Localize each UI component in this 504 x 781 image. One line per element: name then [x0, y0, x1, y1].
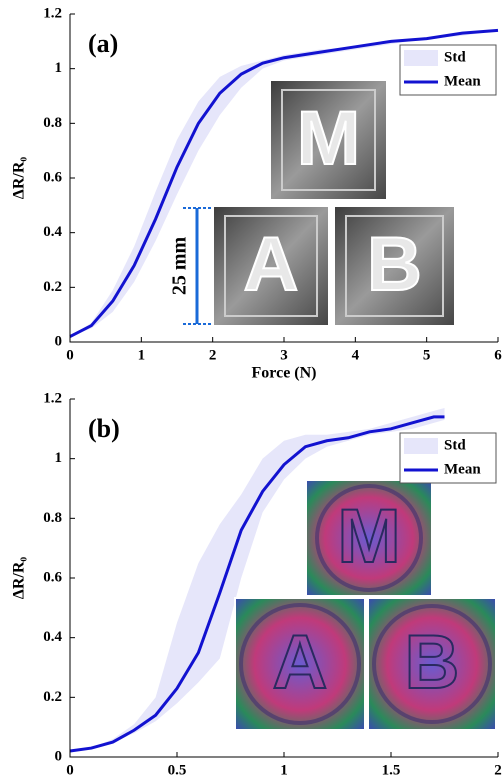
- y-tick-label: 1: [55, 60, 63, 76]
- panel-label: (b): [88, 414, 120, 443]
- x-tick-label: 5: [423, 347, 431, 363]
- x-tick-label: 4: [352, 347, 360, 363]
- mean-line: [69, 415, 445, 753]
- inset-photo: [305, 479, 433, 597]
- y-axis-label: ΔR/R₀: [11, 157, 28, 200]
- y-tick-label: 0.6: [43, 169, 62, 185]
- x-tick-label: 1.5: [382, 762, 401, 778]
- legend-swatch: [404, 438, 438, 454]
- legend-swatch: [404, 50, 438, 66]
- x-axis-label: Δh (mm): [254, 780, 314, 781]
- inset-photo: [234, 597, 366, 731]
- x-tick-label: 1: [280, 762, 288, 778]
- legend-label: Mean: [444, 461, 481, 477]
- y-tick-label: 1.2: [43, 5, 62, 21]
- inset-disk: [372, 604, 492, 724]
- inset-tile: [224, 215, 318, 317]
- std-band: [70, 407, 445, 752]
- y-axis-label: ΔR/R₀: [11, 557, 28, 600]
- legend-label: Mean: [444, 73, 481, 89]
- y-tick-label: 0.4: [43, 629, 62, 645]
- std-band: [70, 30, 498, 337]
- inset-photo: [367, 597, 497, 731]
- inset-letter: A: [244, 222, 299, 307]
- y-tick-label: 1: [55, 450, 63, 466]
- x-tick-label: 0: [66, 762, 74, 778]
- inset-letter: A: [273, 620, 328, 705]
- y-tick-label: 1.2: [43, 390, 62, 406]
- mean-line: [69, 28, 499, 338]
- x-tick-label: 0.5: [168, 762, 187, 778]
- x-tick-label: 1: [138, 347, 146, 363]
- y-tick-label: 0.2: [43, 689, 62, 705]
- legend-label: Std: [444, 437, 466, 453]
- x-tick-label: 3: [280, 347, 288, 363]
- inset-disk: [239, 603, 361, 725]
- inset-letter: M: [297, 96, 360, 181]
- y-tick-label: 0.2: [43, 279, 62, 295]
- y-tick-label: 0.6: [43, 569, 62, 585]
- inset-letter: M: [337, 494, 400, 579]
- x-tick-label: 2: [494, 762, 502, 778]
- inset-photo: [212, 205, 330, 327]
- inset-letter: B: [367, 222, 422, 307]
- inset-letter: B: [405, 620, 460, 705]
- panel-label: (a): [88, 29, 118, 58]
- inset-photo: [333, 205, 456, 327]
- inset-photo: [269, 79, 388, 201]
- inset-disk: [315, 484, 423, 592]
- inset-tile: [281, 89, 376, 191]
- y-tick-label: 0: [55, 748, 63, 764]
- annotation: 25 mm: [169, 237, 191, 296]
- y-tick-label: 0.8: [43, 115, 62, 131]
- y-tick-label: 0.8: [43, 510, 62, 526]
- x-axis-label: Force (N): [252, 365, 317, 382]
- inset-tile: [345, 215, 444, 317]
- legend-label: Std: [444, 49, 466, 65]
- y-tick-label: 0.4: [43, 224, 62, 240]
- x-tick-label: 0: [66, 347, 74, 363]
- x-tick-label: 6: [494, 347, 502, 363]
- x-tick-label: 2: [209, 347, 217, 363]
- y-tick-label: 0: [55, 333, 63, 349]
